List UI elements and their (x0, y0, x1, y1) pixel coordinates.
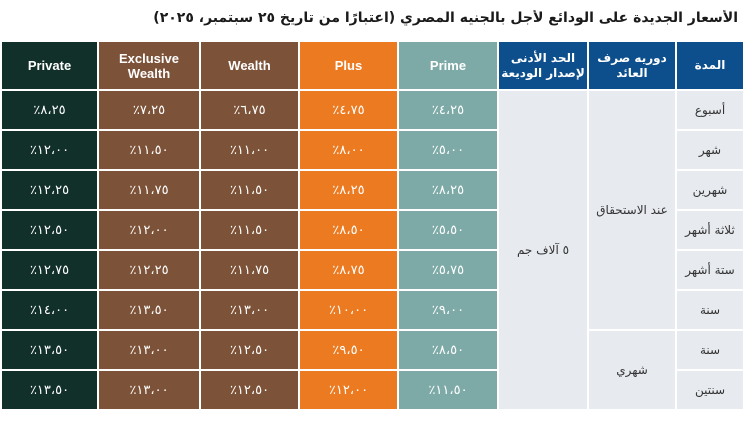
cell-plus: ١٠،٠٠٪ (300, 291, 397, 329)
deposit-rates-table: Private Exclusive Wealth Wealth Plus Pri… (0, 40, 745, 411)
cell-duration: ستة أشهر (677, 251, 743, 289)
cell-prime: ٥،٥٠٪ (399, 211, 497, 249)
table-row: ١٢،٢٥٪ ١١،٧٥٪ ١١،٥٠٪ ٨،٢٥٪ ٨،٢٥٪ شهرين (2, 171, 743, 209)
cell-private: ١٣،٥٠٪ (2, 371, 97, 409)
cell-private: ٨،٢٥٪ (2, 91, 97, 129)
cell-prime: ٩،٠٠٪ (399, 291, 497, 329)
table-row: ٨،٢٥٪ ٧،٢٥٪ ٦،٧٥٪ ٤،٧٥٪ ٤،٢٥٪ ٥ آلاف جم … (2, 91, 743, 409)
cell-wealth: ١٢،٥٠٪ (201, 371, 298, 409)
cell-wealth: ١١،٠٠٪ (201, 131, 298, 169)
header-plus: Plus (300, 42, 397, 89)
table-row: ١٣،٥٠٪ ١٣،٠٠٪ ١٢،٥٠٪ ١٢،٠٠٪ ١١،٥٠٪ سنتين (2, 371, 743, 409)
table-header-row: Private Exclusive Wealth Wealth Plus Pri… (2, 42, 743, 89)
header-prime: Prime (399, 42, 497, 89)
cell-wealth: ١٢،٥٠٪ (201, 331, 298, 369)
cell-wealth: ٦،٧٥٪ (201, 91, 298, 129)
payout-monthly-cell: شهري (589, 331, 675, 409)
header-private: Private (2, 42, 97, 89)
cell-wealth: ١١،٥٠٪ (201, 211, 298, 249)
cell-prime: ١١،٥٠٪ (399, 371, 497, 409)
cell-exclusive-wealth: ١٣،٠٠٪ (99, 371, 199, 409)
cell-plus: ٨،٧٥٪ (300, 251, 397, 289)
cell-plus: ٤،٧٥٪ (300, 91, 397, 129)
cell-exclusive-wealth: ١٣،٠٠٪ (99, 331, 199, 369)
page-title: الأسعار الجديدة على الودائع لأجل بالجنيه… (153, 10, 738, 26)
cell-duration: سنة (677, 331, 743, 369)
cell-exclusive-wealth: ١١،٧٥٪ (99, 171, 199, 209)
table-row: ١٣،٥٠٪ ١٣،٠٠٪ ١٢،٥٠٪ ٩،٥٠٪ ٨،٥٠٪ شهري سن… (2, 331, 743, 409)
header-min-deposit: الحد الأدنى لإصدار الوديعة (499, 42, 587, 89)
cell-plus: ٩،٥٠٪ (300, 331, 397, 369)
cell-exclusive-wealth: ٧،٢٥٪ (99, 91, 199, 129)
cell-prime: ٨،٥٠٪ (399, 331, 497, 369)
table-row: ١٤،٠٠٪ ١٣،٥٠٪ ١٣،٠٠٪ ١٠،٠٠٪ ٩،٠٠٪ سنة (2, 291, 743, 329)
cell-private: ١٣،٥٠٪ (2, 331, 97, 369)
header-duration: المدة (677, 42, 743, 89)
table-row: ١٢،٥٠٪ ١٢،٠٠٪ ١١،٥٠٪ ٨،٥٠٪ ٥،٥٠٪ ثلاثة أ… (2, 211, 743, 249)
cell-exclusive-wealth: ١١،٥٠٪ (99, 131, 199, 169)
cell-prime: ٥،٠٠٪ (399, 131, 497, 169)
cell-private: ١٢،٥٠٪ (2, 211, 97, 249)
cell-private: ١٢،٠٠٪ (2, 131, 97, 169)
header-wealth: Wealth (201, 42, 298, 89)
cell-plus: ٨،٢٥٪ (300, 171, 397, 209)
cell-private: ١٢،٧٥٪ (2, 251, 97, 289)
min-deposit-cell: ٥ آلاف جم (499, 91, 587, 409)
cell-exclusive-wealth: ١٢،٠٠٪ (99, 211, 199, 249)
cell-exclusive-wealth: ١٢،٢٥٪ (99, 251, 199, 289)
cell-exclusive-wealth: ١٣،٥٠٪ (99, 291, 199, 329)
payout-at-maturity-cell: عند الاستحقاق (589, 91, 675, 329)
cell-wealth: ١١،٧٥٪ (201, 251, 298, 289)
cell-private: ١٤،٠٠٪ (2, 291, 97, 329)
cell-prime: ٨،٢٥٪ (399, 171, 497, 209)
cell-duration: ثلاثة أشهر (677, 211, 743, 249)
cell-plus: ١٢،٠٠٪ (300, 371, 397, 409)
cell-duration: شهر (677, 131, 743, 169)
header-payout-frequency: دوريه صرف العائد (589, 42, 675, 89)
cell-prime: ٥،٧٥٪ (399, 251, 497, 289)
table-row: ١٢،٠٠٪ ١١،٥٠٪ ١١،٠٠٪ ٨،٠٠٪ ٥،٠٠٪ شهر (2, 131, 743, 169)
table-row: ١٢،٧٥٪ ١٢،٢٥٪ ١١،٧٥٪ ٨،٧٥٪ ٥،٧٥٪ ستة أشه… (2, 251, 743, 289)
cell-duration: سنة (677, 291, 743, 329)
cell-duration: شهرين (677, 171, 743, 209)
cell-wealth: ١١،٥٠٪ (201, 171, 298, 209)
cell-private: ١٢،٢٥٪ (2, 171, 97, 209)
cell-prime: ٤،٢٥٪ (399, 91, 497, 129)
cell-duration: أسبوع (677, 91, 743, 129)
cell-wealth: ١٣،٠٠٪ (201, 291, 298, 329)
header-exclusive-wealth: Exclusive Wealth (99, 42, 199, 89)
cell-duration: سنتين (677, 371, 743, 409)
cell-plus: ٨،٠٠٪ (300, 131, 397, 169)
cell-plus: ٨،٥٠٪ (300, 211, 397, 249)
